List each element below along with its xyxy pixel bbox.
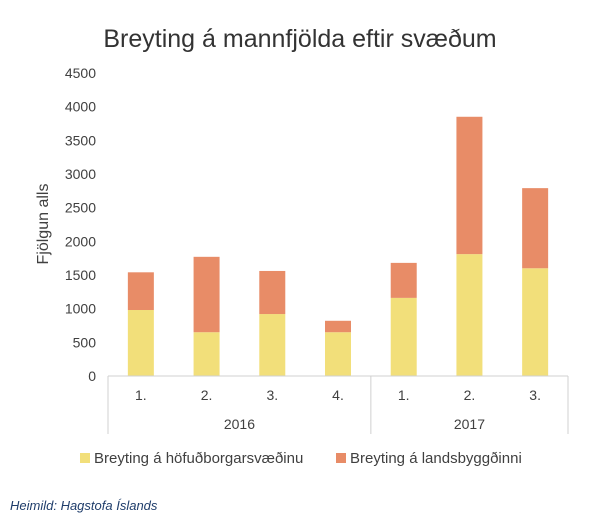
y-tick-label: 3500	[65, 132, 96, 148]
y-tick-label: 4000	[65, 99, 96, 115]
y-tick-label: 3000	[65, 166, 96, 182]
y-tick-label: 2500	[65, 200, 96, 216]
bar-segment-hofudborg	[456, 254, 483, 376]
x-axis: 1. 2. 3. 4. 1. 2. 3. 2016 2017	[107, 375, 569, 434]
bar-segment-hofudborg	[259, 314, 286, 376]
chart-title: Breyting á mannfjölda eftir svæðum	[103, 25, 496, 53]
legend: Breyting á höfuðborgarsvæðinu Breyting á …	[80, 450, 522, 467]
bar-segment-hofudborg	[193, 332, 220, 376]
bar-segment-hofudborg	[522, 268, 549, 376]
y-axis: 0 500 1000 1500 2000 2500 3000 3500 4000 4500	[65, 65, 96, 384]
bar-segment-hofudborg	[390, 297, 417, 376]
bar-segment-landsbyggd	[127, 272, 154, 311]
bar-segment-landsbyggd	[522, 188, 549, 269]
y-tick-label: 2000	[65, 233, 96, 249]
legend-swatch	[80, 453, 90, 463]
x-tick-label: 2.	[201, 387, 213, 403]
source-note: Heimild: Hagstofa Íslands	[10, 498, 158, 513]
y-tick-label: 0	[88, 368, 96, 384]
bar-segment-landsbyggd	[259, 270, 286, 315]
y-axis-label: Fjölgun alls	[35, 184, 52, 265]
bar-segment-hofudborg	[325, 332, 351, 376]
group-label: 2016	[224, 416, 255, 432]
y-tick-label: 4500	[65, 65, 96, 81]
x-tick-label: 4.	[332, 387, 344, 403]
x-tick-label: 1.	[398, 387, 410, 403]
x-tick-label: 1.	[135, 387, 147, 403]
y-tick-label: 1500	[65, 267, 96, 283]
x-tick-label: 3.	[529, 387, 541, 403]
x-tick-label: 3.	[266, 387, 278, 403]
bar-segment-landsbyggd	[193, 256, 220, 333]
legend-label: Breyting á höfuðborgarsvæðinu	[94, 450, 303, 467]
bar-segment-landsbyggd	[456, 116, 483, 255]
group-label: 2017	[454, 416, 485, 432]
bar-segment-landsbyggd	[325, 320, 351, 333]
bar-segment-landsbyggd	[390, 262, 417, 298]
bar-segment-hofudborg	[127, 310, 154, 376]
x-tick-label: 2.	[464, 387, 476, 403]
bars	[127, 116, 549, 376]
legend-swatch	[336, 453, 346, 463]
y-tick-label: 1000	[65, 301, 96, 317]
y-tick-label: 500	[73, 334, 97, 350]
legend-label: Breyting á landsbyggðinni	[350, 450, 522, 467]
